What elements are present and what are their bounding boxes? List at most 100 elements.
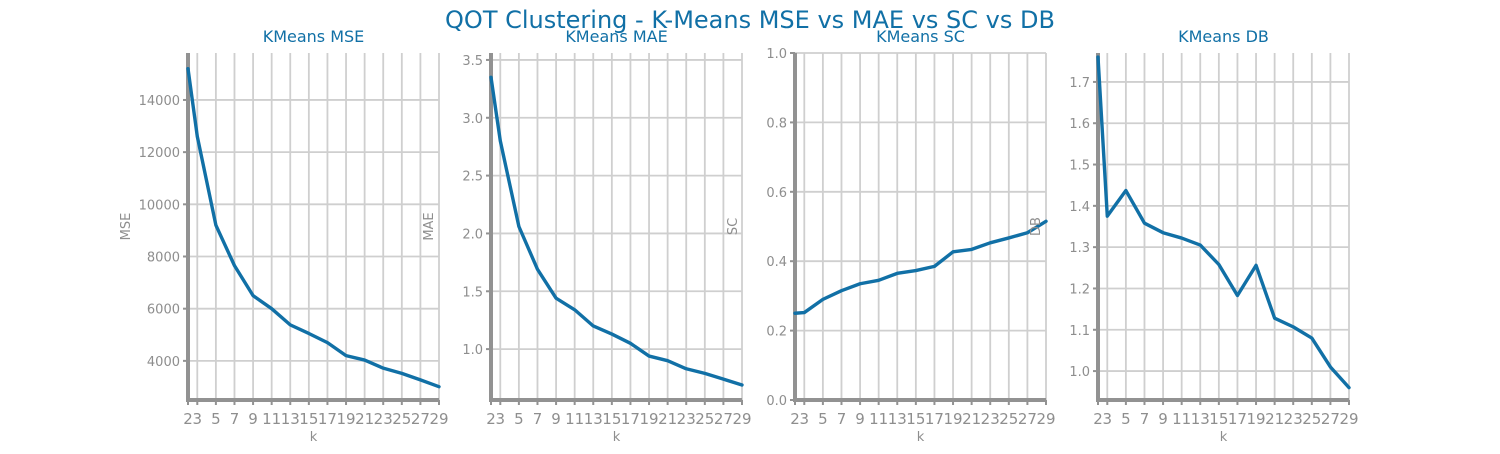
y-tick-label: 1.6 [1069, 117, 1090, 132]
x-tick-label: 3 [193, 410, 203, 428]
x-tick-label: 17 [925, 410, 944, 428]
x-tick-label: 7 [1140, 410, 1150, 428]
x-tick-label: 3 [800, 410, 810, 428]
x-tick-label: 23 [677, 410, 696, 428]
x-tick-label: 9 [855, 410, 865, 428]
x-tick-label: 27 [1321, 410, 1340, 428]
x-tick-label: 13 [281, 410, 300, 428]
y-tick-label: 14000 [139, 94, 180, 109]
x-tick-label: 9 [1158, 410, 1168, 428]
x-tick-label: 3 [1103, 410, 1113, 428]
y-tick-label: 1.4 [1069, 200, 1090, 215]
x-tick-label: 29 [732, 410, 751, 428]
y-tick-label: 1.0 [462, 343, 483, 358]
x-tick-label: 7 [837, 410, 847, 428]
y-tick-label: 1.7 [1069, 76, 1090, 91]
subplot-title: KMeans DB [1178, 27, 1269, 46]
y-axis-label: MSE [119, 213, 134, 241]
x-axis-label: k [613, 430, 621, 445]
x-tick-label: 15 [299, 410, 318, 428]
x-tick-label: 11 [1172, 410, 1191, 428]
x-tick-label: 7 [533, 410, 543, 428]
subplot-1: 2 3 5 7 9 11 13 15 17 19 21 23 25 27 29400060008000100… [119, 27, 449, 445]
x-tick-label: 5 [211, 410, 221, 428]
x-tick-label: 27 [714, 410, 733, 428]
subplot-4: 2 3 5 7 9 11 13 15 17 19 21 23 25 27 291.01.11.21.31.4… [1029, 27, 1359, 445]
y-tick-label: 12000 [139, 146, 180, 161]
x-tick-label: 9 [551, 410, 561, 428]
subplot-2: 2 3 5 7 9 11 13 15 17 19 21 23 25 27 291.01.52.02.53.0… [422, 27, 752, 445]
x-tick-label: 9 [248, 410, 258, 428]
x-tick-label: 2 [486, 410, 496, 428]
x-axis-label: k [917, 430, 925, 445]
y-tick-label: 1.0 [1069, 365, 1090, 380]
y-tick-label: 10000 [139, 198, 180, 213]
subplot-title: KMeans MSE [263, 27, 365, 46]
x-tick-label: 13 [888, 410, 907, 428]
x-tick-label: 25 [999, 410, 1018, 428]
x-tick-label: 21 [355, 410, 374, 428]
subplot-3: 2 3 5 7 9 11 13 15 17 19 21 23 25 27 290.00.20.40.60.8… [726, 27, 1056, 445]
y-axis-label: DB [1029, 217, 1044, 236]
figure-title: QOT Clustering - K-Means MSE vs MAE vs S… [445, 6, 1055, 34]
x-tick-label: 15 [906, 410, 925, 428]
x-axis-label: k [310, 430, 318, 445]
x-tick-label: 29 [1036, 410, 1055, 428]
series-line [1096, 55, 1351, 390]
y-tick-label: 2.0 [462, 227, 483, 242]
x-tick-label: 21 [658, 410, 677, 428]
subplot-title: KMeans MAE [565, 27, 667, 46]
x-tick-label: 2 [183, 410, 193, 428]
x-tick-label: 5 [818, 410, 828, 428]
x-tick-label: 17 [1228, 410, 1247, 428]
x-tick-label: 27 [411, 410, 430, 428]
y-tick-label: 6000 [147, 303, 180, 318]
y-tick-label: 0.4 [766, 255, 787, 270]
y-tick-label: 3.5 [462, 54, 483, 69]
x-tick-label: 2 [790, 410, 800, 428]
x-tick-label: 29 [429, 410, 448, 428]
x-tick-label: 11 [869, 410, 888, 428]
y-tick-label: 0.0 [766, 394, 787, 409]
x-tick-label: 21 [1265, 410, 1284, 428]
x-tick-label: 17 [621, 410, 640, 428]
y-tick-label: 0.8 [766, 116, 787, 131]
y-axis-label: SC [726, 218, 741, 235]
x-tick-label: 27 [1018, 410, 1037, 428]
y-tick-label: 4000 [147, 355, 180, 370]
x-tick-label: 29 [1339, 410, 1358, 428]
y-tick-label: 0.2 [766, 325, 787, 340]
y-tick-label: 1.3 [1069, 241, 1090, 256]
x-tick-label: 23 [374, 410, 393, 428]
x-tick-label: 11 [262, 410, 281, 428]
x-tick-label: 25 [392, 410, 411, 428]
x-tick-label: 19 [1246, 410, 1265, 428]
x-tick-label: 19 [336, 410, 355, 428]
x-tick-label: 15 [602, 410, 621, 428]
x-tick-label: 23 [981, 410, 1000, 428]
y-tick-label: 1.2 [1069, 282, 1090, 297]
x-tick-label: 23 [1284, 410, 1303, 428]
x-tick-label: 17 [318, 410, 337, 428]
x-tick-label: 3 [496, 410, 506, 428]
x-tick-label: 19 [639, 410, 658, 428]
x-tick-label: 2 [1093, 410, 1103, 428]
x-tick-label: 11 [565, 410, 584, 428]
x-axis-label: k [1220, 430, 1228, 445]
x-tick-label: 15 [1209, 410, 1228, 428]
y-tick-label: 1.1 [1069, 324, 1090, 339]
x-tick-label: 5 [1121, 410, 1131, 428]
x-tick-label: 19 [943, 410, 962, 428]
y-axis-label: MAE [422, 212, 437, 240]
y-tick-label: 2.5 [462, 170, 483, 185]
series-line [489, 75, 744, 387]
y-tick-label: 1.5 [462, 285, 483, 300]
y-tick-label: 1.5 [1069, 159, 1090, 174]
series-line [186, 66, 441, 389]
subplot-title: KMeans SC [876, 27, 965, 46]
x-tick-label: 25 [695, 410, 714, 428]
y-tick-label: 3.0 [462, 112, 483, 127]
y-tick-label: 8000 [147, 251, 180, 266]
